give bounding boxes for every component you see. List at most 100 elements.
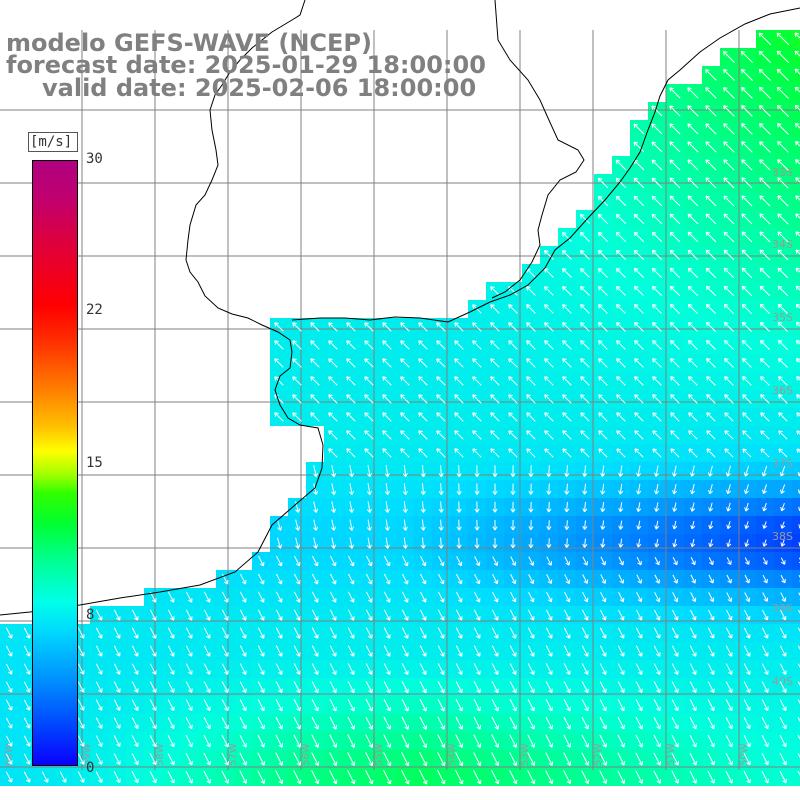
wind-arrow <box>456 483 462 495</box>
wind-arrow <box>689 681 697 693</box>
wind-arrow <box>382 448 392 458</box>
wind-cell <box>792 714 800 732</box>
wind-arrow <box>526 340 536 350</box>
wind-arrow <box>328 358 338 368</box>
wind-arrow <box>669 87 681 99</box>
wind-arrow <box>653 663 661 675</box>
wind-arrow <box>221 770 230 784</box>
wind-arrow <box>275 681 283 694</box>
wind-arrow <box>293 681 301 694</box>
wind-arrow <box>544 430 554 440</box>
wind-arrow <box>758 32 772 46</box>
forecast-date: forecast date: 2025-01-29 18:00:00 <box>6 51 486 79</box>
wind-arrow <box>221 663 229 675</box>
wind-arrow <box>492 537 498 549</box>
wind-arrow <box>346 322 356 332</box>
wind-arrow <box>292 340 302 350</box>
wind-arrow <box>400 769 410 785</box>
wind-cell <box>792 300 800 318</box>
wind-arrow <box>778 394 788 404</box>
wind-arrow <box>203 681 211 693</box>
wind-arrow <box>633 195 645 207</box>
wind-arrow <box>221 681 229 693</box>
wind-arrow <box>454 394 464 404</box>
wind-arrow <box>295 501 301 513</box>
wind-cell <box>792 48 800 66</box>
wind-arrow <box>5 645 13 657</box>
wind-arrow <box>510 483 516 495</box>
wind-arrow <box>346 376 356 386</box>
wind-arrow <box>400 430 410 440</box>
wind-arrow <box>437 663 445 675</box>
wind-arrow <box>708 521 714 530</box>
wind-arrow <box>113 681 121 693</box>
wind-arrow <box>221 591 229 603</box>
wind-arrow <box>723 321 734 332</box>
wind-arrow <box>275 591 283 603</box>
wind-arrow <box>794 68 800 75</box>
wind-arrow <box>418 394 428 404</box>
wind-arrow <box>5 717 13 729</box>
wind-arrow <box>456 537 462 549</box>
wind-arrow <box>491 663 499 675</box>
wind-arrow <box>580 304 590 314</box>
wind-arrow <box>131 735 139 748</box>
wind-arrow <box>599 770 608 784</box>
wind-arrow <box>759 231 771 243</box>
wind-arrow <box>563 752 572 766</box>
wind-arrow <box>257 770 266 784</box>
wind-arrow <box>77 717 85 729</box>
wind-arrow <box>651 321 662 332</box>
lat-lon-grid: 33S 34S 35S 36S 37S 38S 39S 40S 60W 59W 58W 57W 56W 5… <box>0 30 800 770</box>
wind-arrow <box>292 358 302 368</box>
wind-arrow <box>149 699 157 711</box>
wind-arrow <box>149 645 157 657</box>
wind-arrow <box>761 465 768 477</box>
wind-arrow <box>131 645 139 657</box>
wind-arrow <box>671 699 679 712</box>
wind-arrow <box>492 519 498 531</box>
wind-arrow <box>740 86 753 99</box>
wind-arrow <box>221 573 229 585</box>
colorbar <box>32 160 78 766</box>
wind-cell <box>792 624 800 642</box>
wind-arrow <box>599 645 607 657</box>
wind-arrow <box>597 285 608 296</box>
wind-arrow <box>472 376 482 386</box>
wind-arrow <box>5 627 13 639</box>
wind-arrow <box>599 627 607 639</box>
latitude-label: 33S <box>772 166 793 179</box>
wind-arrow <box>795 159 800 165</box>
wind-arrow <box>383 573 391 585</box>
wind-arrow <box>419 734 428 748</box>
wind-arrow <box>759 339 770 350</box>
wind-arrow <box>651 267 663 279</box>
wind-arrow <box>651 177 663 189</box>
wind-arrow <box>437 716 446 730</box>
wind-arrow <box>581 663 589 675</box>
wind-arrow <box>669 285 681 297</box>
wind-arrow <box>473 716 482 730</box>
wind-arrow <box>562 412 572 422</box>
wind-arrow <box>509 681 517 694</box>
wind-arrow <box>311 663 319 675</box>
wind-arrow <box>564 556 571 566</box>
wind-arrow <box>580 430 590 440</box>
wind-arrow <box>600 574 607 584</box>
wind-arrow <box>436 322 446 332</box>
wind-arrow <box>634 322 644 332</box>
wind-arrow <box>617 698 625 712</box>
wind-arrow <box>419 698 427 712</box>
wind-arrow <box>366 519 372 531</box>
wind-arrow <box>669 303 680 314</box>
wind-arrow <box>780 502 786 512</box>
wind-arrow <box>365 734 374 748</box>
wind-arrow <box>634 430 644 440</box>
wind-arrow <box>382 412 392 422</box>
wind-arrow <box>760 376 770 386</box>
wind-cell <box>792 66 800 84</box>
wind-arrow <box>420 483 426 496</box>
wind-arrow <box>275 752 284 766</box>
wind-arrow <box>741 177 753 189</box>
wind-arrow <box>295 519 301 531</box>
